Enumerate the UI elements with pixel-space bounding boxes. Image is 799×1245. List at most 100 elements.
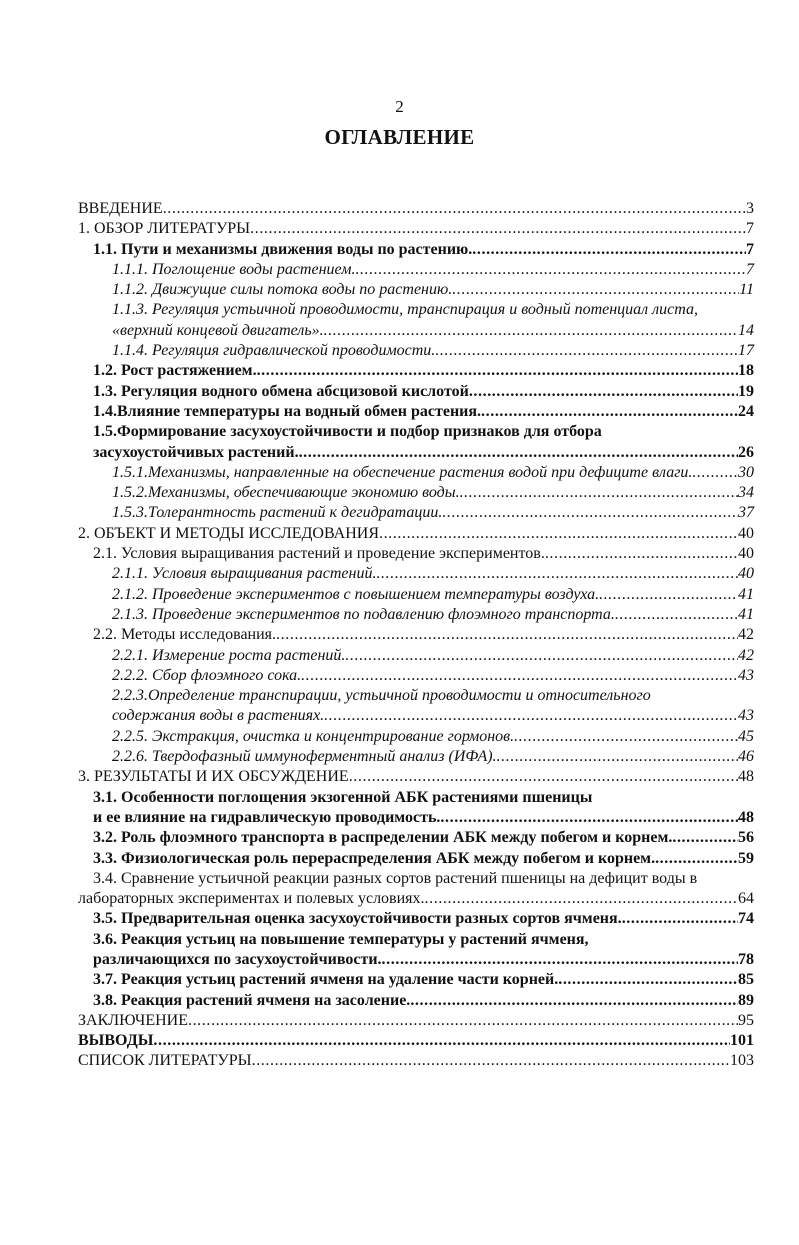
toc-entry-title: ВЫВОДЫ	[78, 1032, 154, 1050]
dot-leader	[355, 260, 746, 280]
toc-entry[interactable]: 1.1. Пути и механизмы движения воды по р…	[78, 240, 754, 260]
toc-entry[interactable]: 3.1. Особенности поглощения экзогенной А…	[78, 788, 754, 829]
toc-entry[interactable]: 2.1.3. Проведение экспериментов по подав…	[78, 605, 754, 625]
dot-leader	[252, 1051, 730, 1071]
toc-line: 2.2. Методы исследования. 42	[78, 625, 754, 645]
toc-entry[interactable]: 1.5.2.Механизмы, обеспечивающие экономию…	[78, 483, 754, 503]
toc-page-number: 41	[738, 585, 754, 603]
toc-page-number: 59	[738, 849, 754, 867]
toc-line: 2.1.3. Проведение экспериментов по подав…	[78, 605, 754, 625]
toc-entry[interactable]: ВЫВОДЫ 101	[78, 1031, 754, 1051]
toc-page-number: 89	[738, 991, 754, 1009]
dot-leader	[469, 382, 738, 402]
toc-entry[interactable]: 2.1.2. Проведение экспериментов с повыше…	[78, 585, 754, 605]
toc-entry-title: 2.2.5. Экстракция, очистка и концентриро…	[112, 727, 515, 745]
toc-entry[interactable]: 1.1.1. Поглощение воды растением. 7	[78, 260, 754, 280]
toc-line: 3.3. Физиологическая роль перераспределе…	[78, 849, 754, 869]
toc-entry[interactable]: 2.2. Методы исследования. 42	[78, 625, 754, 645]
toc-entry[interactable]: 1.4.Влияние температуры на водный обмен …	[78, 402, 754, 422]
dot-leader	[692, 463, 738, 483]
toc-entry-title: 3.2. Роль флоэмного транспорта в распред…	[93, 829, 673, 847]
toc-entry[interactable]: 3.8. Реакция растений ячменя на засолени…	[78, 991, 754, 1011]
toc-entry[interactable]: 2.2.6. Твердофазный иммуноферментный ана…	[78, 747, 754, 767]
dot-leader	[435, 341, 738, 361]
toc-entry[interactable]: 3.5. Предварительная оценка засухоустойч…	[78, 909, 754, 929]
toc-entry-title: 1.4.Влияние температуры на водный обмен …	[93, 402, 482, 420]
toc-page-number: 37	[738, 504, 754, 522]
toc-entry[interactable]: 2.2.2. Сбор флоэмного сока. 43	[78, 666, 754, 686]
toc-page-number: 56	[738, 829, 754, 847]
toc-line: ЗАКЛЮЧЕНИЕ 95	[78, 1011, 754, 1031]
toc-title: ОГЛАВЛЕНИЕ	[324, 125, 475, 149]
toc-line: 2.1.1. Условия выращивания растений. 40	[78, 564, 754, 584]
dot-leader	[410, 991, 738, 1011]
toc-page-number: 19	[738, 382, 754, 400]
toc-line: 3.5. Предварительная оценка засухоустойч…	[78, 909, 754, 929]
toc-line: 3.6. Реакция устьиц на повышение темпера…	[78, 930, 754, 950]
toc-entry[interactable]: 2. ОБЪЕКТ И МЕТОДЫ ИССЛЕДОВАНИЯ 40	[78, 524, 754, 544]
toc-entry[interactable]: 1.5.3.Толерантность растений к дегидрата…	[78, 503, 754, 523]
toc-entry[interactable]: СПИСОК ЛИТЕРАТУРЫ 103	[78, 1051, 754, 1071]
toc-entry[interactable]: 1.1.2. Движущие силы потока воды по раст…	[78, 280, 754, 300]
toc-entry-title: 3.8. Реакция растений ячменя на засолени…	[93, 991, 411, 1009]
toc-entry-title: ВВЕДЕНИЕ	[78, 200, 163, 217]
toc-page-number: 64	[738, 890, 754, 908]
toc-line: 3.2. Роль флоэмного транспорта в распред…	[78, 828, 754, 848]
toc-line: 2.2.1. Измерение роста растений. 42	[78, 646, 754, 666]
dot-leader	[188, 1011, 738, 1031]
toc-entry[interactable]: 2.2.1. Измерение роста растений. 42	[78, 646, 754, 666]
toc-entry-title: 2.2. Методы исследования.	[93, 626, 277, 644]
toc-entry[interactable]: 3.7. Реакция устьиц растений ячменя на у…	[78, 970, 754, 990]
dot-leader	[301, 666, 738, 686]
dot-leader	[460, 483, 738, 503]
toc-entry[interactable]: 1.3. Регуляция водного обмена абсцизовой…	[78, 382, 754, 402]
toc-entry[interactable]: 1.1.3. Регуляция устьичной проводимости,…	[78, 300, 754, 341]
toc-entry[interactable]: 2.2.5. Экстракция, очистка и концентриро…	[78, 727, 754, 747]
toc-entry-title: 1. ОБЗОР ЛИТЕРАТУРЫ	[78, 220, 251, 238]
dot-leader	[452, 280, 739, 300]
toc-entry[interactable]: 3.2. Роль флоэмного транспорта в распред…	[78, 828, 754, 848]
toc-entry[interactable]: 1.2. Рост растяжением. 18	[78, 361, 754, 381]
dot-leader	[545, 544, 738, 564]
toc-line: различающихся по засухоустойчивости. 78	[78, 950, 754, 970]
toc-entry[interactable]: ВВЕДЕНИЕ 3	[78, 199, 754, 219]
toc-entry[interactable]: 1.1.4. Регуляция гидравлической проводим…	[78, 341, 754, 361]
toc-entry-title: ЗАКЛЮЧЕНИЕ	[78, 1011, 188, 1029]
dot-leader	[615, 605, 738, 625]
toc-page-number: 43	[738, 666, 754, 684]
toc-entry[interactable]: 3.4. Сравнение устьичной реакции разных …	[78, 869, 754, 910]
dot-leader	[382, 950, 738, 970]
toc-page-number: 24	[738, 402, 754, 420]
toc-entry-title: 1.5.Формирование засухоустойчивости и по…	[93, 423, 602, 441]
toc-line: 1.5.Формирование засухоустойчивости и по…	[78, 422, 754, 442]
toc-line: лабораторных экспериментах и полевых усл…	[78, 889, 754, 909]
toc-entry-title: 1.1.4. Регуляция гидравлической проводим…	[112, 342, 436, 360]
toc-entry-title: 3.4. Сравнение устьичной реакции разных …	[93, 869, 698, 887]
toc-entry[interactable]: ЗАКЛЮЧЕНИЕ 95	[78, 1011, 754, 1031]
toc-entry[interactable]: 3. РЕЗУЛЬТАТЫ И ИХ ОБСУЖДЕНИЕ 48	[78, 767, 754, 787]
toc-entry[interactable]: 1. ОБЗОР ЛИТЕРАТУРЫ 7	[78, 219, 754, 239]
toc-line: 1.5.3.Толерантность растений к дегидрата…	[78, 503, 754, 523]
toc-entry-title: 3.5. Предварительная оценка засухоустойч…	[93, 910, 622, 928]
toc-page-number: 103	[730, 1052, 754, 1070]
toc-line: 1.1.4. Регуляция гидравлической проводим…	[78, 341, 754, 361]
toc-entry[interactable]: 2.1.1. Условия выращивания растений. 40	[78, 564, 754, 584]
dot-leader	[440, 808, 738, 828]
toc-entry-title: СПИСОК ЛИТЕРАТУРЫ	[78, 1052, 252, 1070]
toc-entry-title: 2. ОБЪЕКТ И МЕТОДЫ ИССЛЕДОВАНИЯ	[78, 524, 379, 542]
toc-entry-title: 1.1.1. Поглощение воды растением.	[112, 260, 356, 278]
dot-leader	[481, 402, 738, 422]
toc-entry-title: 1.2. Рост растяжением.	[93, 362, 257, 380]
toc-entry[interactable]: 3.3. Физиологическая роль перераспределе…	[78, 849, 754, 869]
toc-line: 3.1. Особенности поглощения экзогенной А…	[78, 788, 754, 808]
toc-entry-title: 1.3. Регуляция водного обмена абсцизовой…	[93, 382, 469, 400]
dot-leader	[379, 524, 738, 544]
toc-entry[interactable]: 3.6. Реакция устьиц на повышение темпера…	[78, 930, 754, 971]
toc-entry[interactable]: 2.1. Условия выращивания растений и пров…	[78, 544, 754, 564]
toc-entry[interactable]: 1.5.Формирование засухоустойчивости и по…	[78, 422, 754, 463]
toc-line: 1.1. Пути и механизмы движения воды по р…	[78, 240, 754, 260]
dot-leader	[324, 321, 738, 341]
toc-entry[interactable]: 2.2.3.Определение транспирации, устьично…	[78, 686, 754, 727]
toc-entry[interactable]: 1.5.1.Механизмы, направленные на обеспеч…	[78, 463, 754, 483]
toc-line: 3.4. Сравнение устьичной реакции разных …	[78, 869, 754, 889]
